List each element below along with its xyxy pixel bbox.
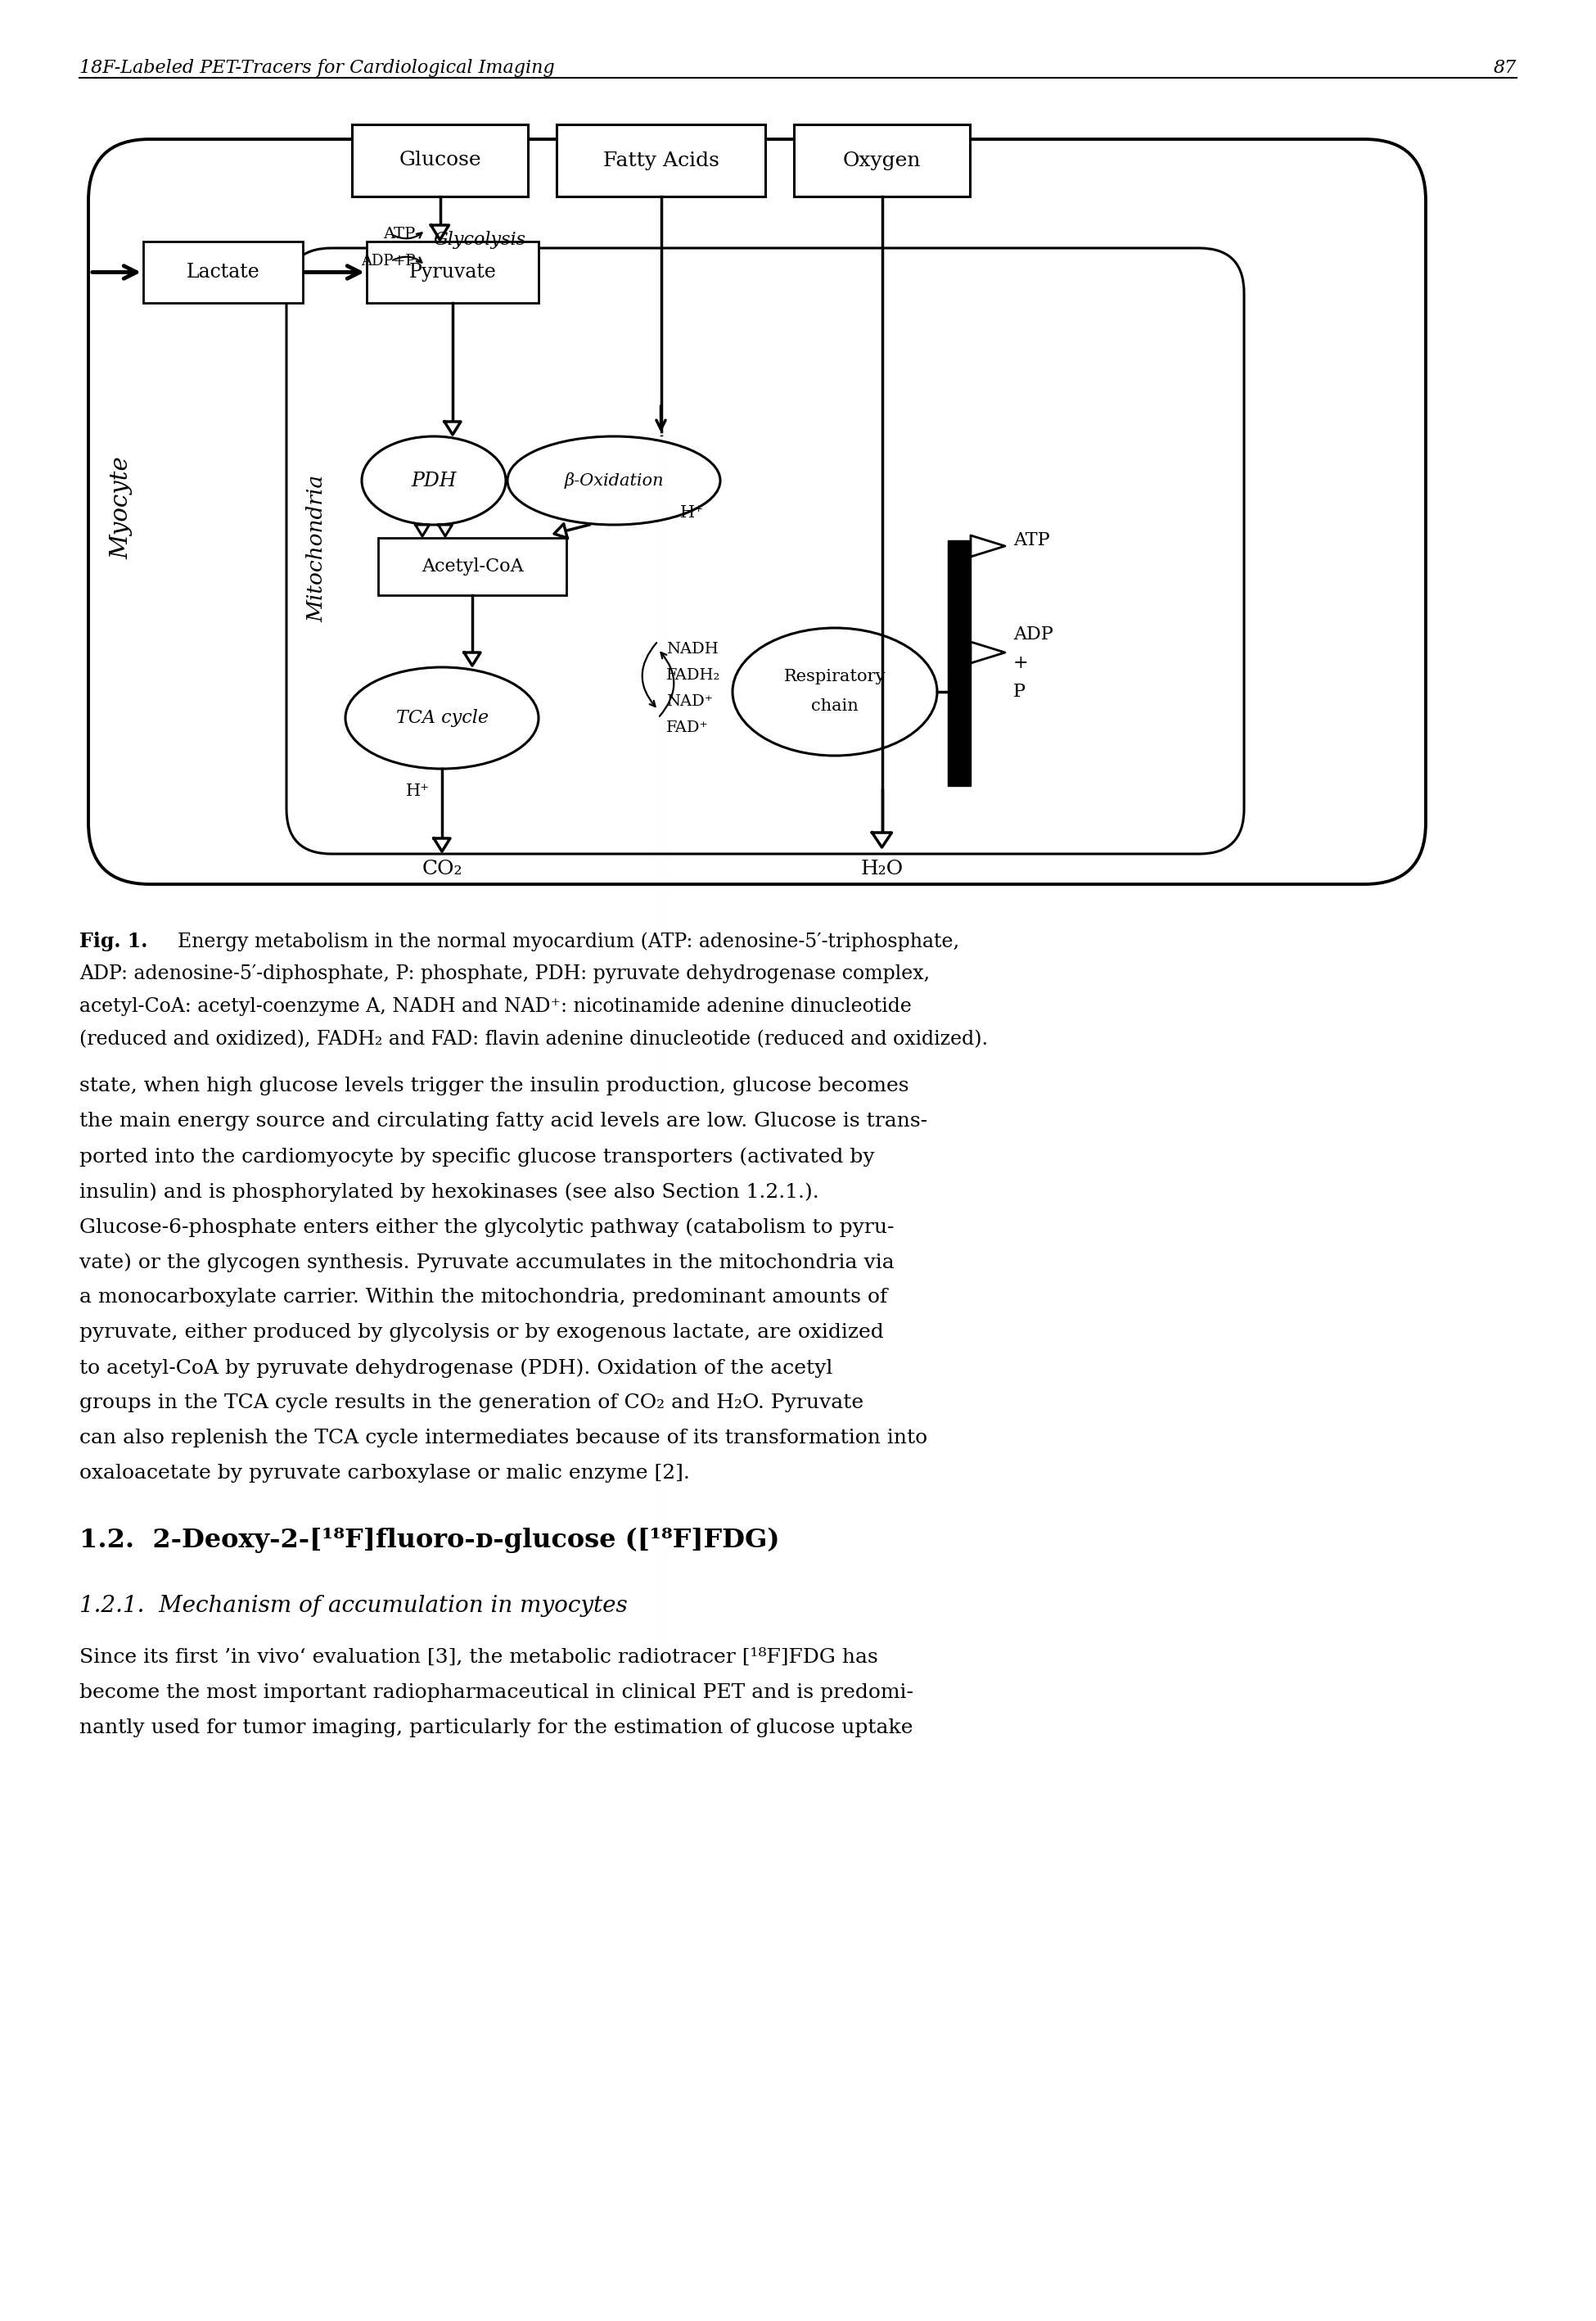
FancyArrowPatch shape — [659, 652, 674, 717]
Text: β-Oxidation: β-Oxidation — [563, 473, 664, 490]
Polygon shape — [464, 652, 480, 666]
Text: Glycolysis: Glycolysis — [434, 230, 525, 248]
Text: pyruvate, either produced by glycolysis or by exogenous lactate, are oxidized: pyruvate, either produced by glycolysis … — [80, 1323, 884, 1342]
Text: ATP: ATP — [1013, 532, 1050, 550]
Text: 1.2.1.  Mechanism of accumulation in myocytes: 1.2.1. Mechanism of accumulation in myoc… — [80, 1595, 627, 1618]
Text: Lactate: Lactate — [187, 262, 260, 281]
Text: ADP: ADP — [1013, 624, 1053, 643]
Text: PDH: PDH — [412, 471, 456, 490]
Text: H₂O: H₂O — [860, 859, 903, 877]
Text: Acetyl-CoA: Acetyl-CoA — [421, 557, 523, 576]
Ellipse shape — [345, 666, 538, 768]
Text: become the most important radiopharmaceutical in clinical PET and is predomi-: become the most important radiopharmaceu… — [80, 1683, 913, 1701]
Text: 1.2.  2-Deoxy-2-[¹⁸F]fluoro-ᴅ-glucose ([¹⁸F]FDG): 1.2. 2-Deoxy-2-[¹⁸F]fluoro-ᴅ-glucose ([¹… — [80, 1527, 779, 1553]
Text: H⁺: H⁺ — [405, 784, 429, 798]
FancyArrowPatch shape — [393, 232, 421, 239]
Polygon shape — [444, 422, 461, 434]
Text: acetyl-CoA: acetyl-coenzyme A, NADH and NAD⁺: nicotinamide adenine dinucleotide: acetyl-CoA: acetyl-coenzyme A, NADH and … — [80, 998, 911, 1017]
Text: insulin) and is phosphorylated by hexokinases (see also Section 1.2.1.).: insulin) and is phosphorylated by hexoki… — [80, 1181, 819, 1202]
Text: can also replenish the TCA cycle intermediates because of its transformation int: can also replenish the TCA cycle interme… — [80, 1430, 927, 1448]
Text: to acetyl-CoA by pyruvate dehydrogenase (PDH). Oxidation of the acetyl: to acetyl-CoA by pyruvate dehydrogenase … — [80, 1358, 833, 1376]
FancyBboxPatch shape — [286, 248, 1243, 854]
Text: Pyruvate: Pyruvate — [409, 262, 496, 281]
Ellipse shape — [733, 629, 937, 757]
Polygon shape — [434, 838, 450, 852]
Text: ADP: adenosine-5′-diphosphate, P: phosphate, PDH: pyruvate dehydrogenase complex: ADP: adenosine-5′-diphosphate, P: phosph… — [80, 966, 930, 984]
Text: Oxygen: Oxygen — [843, 151, 921, 169]
Text: vate) or the glycogen synthesis. Pyruvate accumulates in the mitochondria via: vate) or the glycogen synthesis. Pyruvat… — [80, 1253, 894, 1272]
FancyBboxPatch shape — [353, 125, 528, 197]
Polygon shape — [970, 643, 1005, 664]
Text: chain: chain — [811, 699, 859, 715]
Text: groups in the TCA cycle results in the generation of CO₂ and H₂O. Pyruvate: groups in the TCA cycle results in the g… — [80, 1393, 863, 1411]
Text: H⁺: H⁺ — [680, 506, 704, 522]
Text: P: P — [1013, 682, 1026, 701]
Text: oxaloacetate by pyruvate carboxylase or malic enzyme [2].: oxaloacetate by pyruvate carboxylase or … — [80, 1465, 689, 1483]
Text: 87: 87 — [1494, 58, 1516, 77]
FancyBboxPatch shape — [378, 538, 567, 594]
Text: Fatty Acids: Fatty Acids — [603, 151, 718, 169]
Text: Respiratory: Respiratory — [784, 668, 886, 685]
Polygon shape — [554, 525, 567, 538]
FancyBboxPatch shape — [557, 125, 764, 197]
Text: (reduced and oxidized), FADH₂ and FAD: flavin adenine dinucleotide (reduced and : (reduced and oxidized), FADH₂ and FAD: f… — [80, 1031, 988, 1049]
Bar — [948, 541, 970, 787]
Text: Glucose: Glucose — [399, 151, 480, 169]
Ellipse shape — [362, 436, 506, 525]
Text: NADH: NADH — [666, 643, 718, 657]
FancyArrowPatch shape — [642, 643, 656, 706]
Text: CO₂: CO₂ — [421, 859, 463, 877]
Text: nantly used for tumor imaging, particularly for the estimation of glucose uptake: nantly used for tumor imaging, particula… — [80, 1718, 913, 1738]
Text: FADH₂: FADH₂ — [666, 668, 720, 682]
FancyBboxPatch shape — [144, 241, 303, 304]
FancyArrowPatch shape — [393, 258, 421, 262]
Text: Myocyte: Myocyte — [110, 457, 132, 559]
FancyBboxPatch shape — [88, 139, 1425, 884]
Polygon shape — [415, 525, 429, 536]
Text: state, when high glucose levels trigger the insulin production, glucose becomes: state, when high glucose levels trigger … — [80, 1077, 908, 1096]
Polygon shape — [970, 536, 1005, 557]
Text: FAD⁺: FAD⁺ — [666, 720, 709, 736]
Polygon shape — [431, 225, 448, 239]
Ellipse shape — [508, 436, 720, 525]
Text: Since its first ’in vivo‘ evaluation [3], the metabolic radiotracer [¹⁸F]FDG has: Since its first ’in vivo‘ evaluation [3]… — [80, 1648, 878, 1666]
Text: the main energy source and circulating fatty acid levels are low. Glucose is tra: the main energy source and circulating f… — [80, 1112, 927, 1130]
Text: 18F-Labeled PET-Tracers for Cardiological Imaging: 18F-Labeled PET-Tracers for Cardiologica… — [80, 58, 555, 77]
Text: ported into the cardiomyocyte by specific glucose transporters (activated by: ported into the cardiomyocyte by specifi… — [80, 1147, 875, 1165]
Polygon shape — [439, 525, 452, 536]
Text: Mitochondria: Mitochondria — [306, 476, 327, 622]
Text: +: + — [1013, 655, 1028, 673]
Text: Fig. 1.: Fig. 1. — [80, 931, 147, 952]
FancyBboxPatch shape — [793, 125, 970, 197]
Text: TCA cycle: TCA cycle — [396, 708, 488, 726]
Text: ATP: ATP — [383, 227, 415, 241]
Text: Energy metabolism in the normal myocardium (ATP: adenosine-5′-triphosphate,: Energy metabolism in the normal myocardi… — [166, 931, 959, 952]
FancyBboxPatch shape — [367, 241, 538, 304]
Text: ADP+P: ADP+P — [361, 253, 415, 269]
Text: NAD⁺: NAD⁺ — [666, 694, 713, 708]
Text: Glucose-6-phosphate enters either the glycolytic pathway (catabolism to pyru-: Glucose-6-phosphate enters either the gl… — [80, 1219, 894, 1237]
Text: a monocarboxylate carrier. Within the mitochondria, predominant amounts of: a monocarboxylate carrier. Within the mi… — [80, 1288, 887, 1307]
Polygon shape — [871, 833, 892, 847]
